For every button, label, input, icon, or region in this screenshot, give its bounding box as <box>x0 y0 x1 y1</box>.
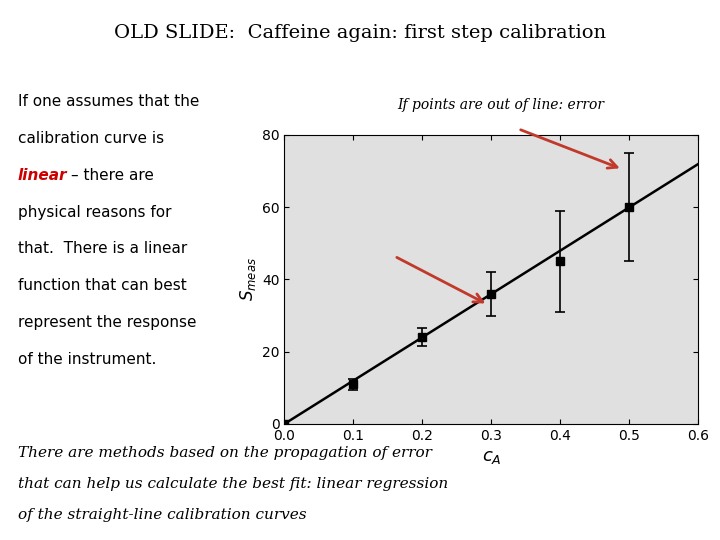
Text: represent the response: represent the response <box>18 315 197 330</box>
Text: calibration curve is: calibration curve is <box>18 131 164 146</box>
Y-axis label: $S_{meas}$: $S_{meas}$ <box>238 258 258 301</box>
Text: OLD SLIDE:  Caffeine again: first step calibration: OLD SLIDE: Caffeine again: first step ca… <box>114 24 606 42</box>
Text: There are methods based on the propagation of error: There are methods based on the propagati… <box>18 446 432 460</box>
Text: function that can best: function that can best <box>18 278 186 293</box>
Text: physical reasons for: physical reasons for <box>18 205 171 220</box>
Text: that.  There is a linear: that. There is a linear <box>18 241 187 256</box>
X-axis label: $c_A$: $c_A$ <box>482 448 501 467</box>
Text: linear: linear <box>18 168 68 183</box>
Text: If points are out of line: error: If points are out of line: error <box>397 98 604 112</box>
Text: that can help us calculate the best fit: linear regression: that can help us calculate the best fit:… <box>18 477 449 491</box>
Text: If one assumes that the: If one assumes that the <box>18 94 199 110</box>
Text: – there are: – there are <box>71 168 154 183</box>
Text: of the straight-line calibration curves: of the straight-line calibration curves <box>18 508 307 522</box>
Text: of the instrument.: of the instrument. <box>18 352 156 367</box>
